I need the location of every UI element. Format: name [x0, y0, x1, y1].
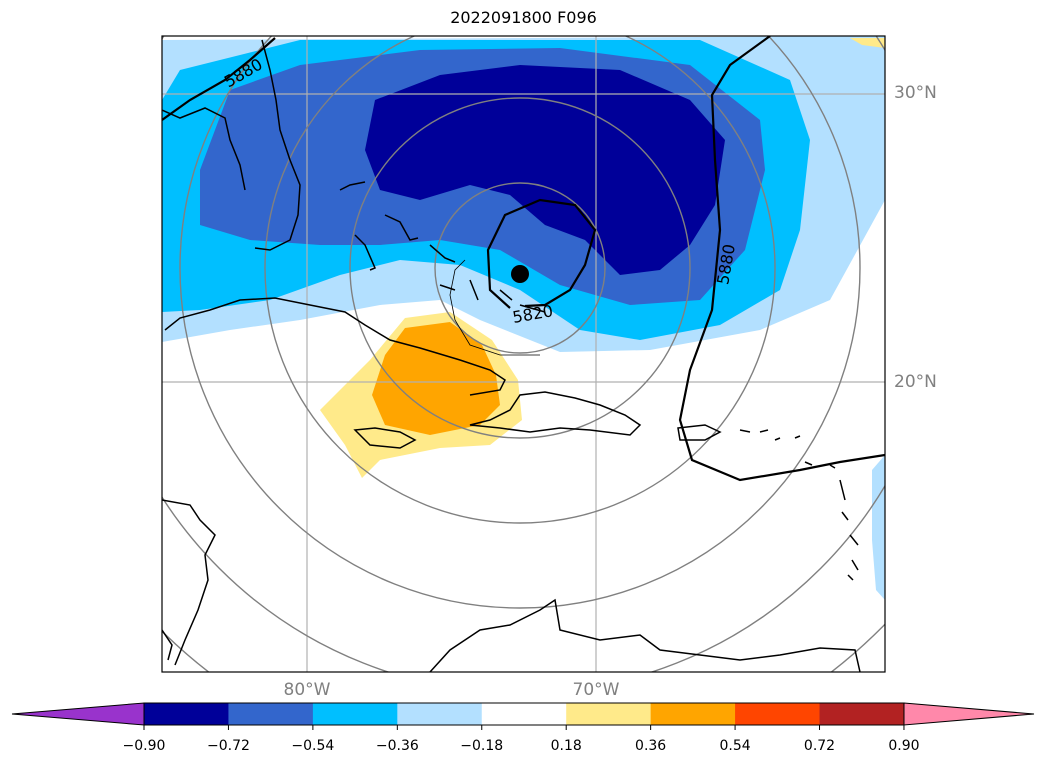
storm-center-marker — [511, 265, 529, 283]
colorbar-tick-label: −0.18 — [460, 738, 504, 754]
range-rings — [162, 36, 885, 672]
colorbar-segments — [11, 702, 1035, 730]
colorbar-segment — [819, 703, 905, 725]
colorbar-segment — [735, 703, 821, 725]
lat-label-20n: 20°N — [894, 372, 937, 392]
colorbar-segment — [228, 703, 314, 725]
map-title: 2022091800 F096 — [450, 8, 597, 27]
map-frame — [161, 35, 886, 673]
colorbar-tick-label: 0.72 — [803, 738, 836, 754]
graticule — [162, 36, 885, 672]
colorbar-extend-low — [11, 702, 145, 726]
colorbar-segment — [481, 703, 567, 725]
shade-yellow-ne — [850, 38, 885, 48]
colorbar-tick-label: 0.36 — [635, 738, 667, 754]
colorbar-tick-label: 0.90 — [888, 738, 920, 754]
lon-label-70w: 70°W — [572, 680, 620, 700]
colorbar-segment — [566, 703, 652, 725]
lon-label-80w: 80°W — [283, 680, 331, 700]
colorbar-tick-label: −0.54 — [291, 738, 335, 754]
shade-dark-blue — [365, 65, 725, 275]
lat-label-30n: 30°N — [894, 83, 937, 103]
colorbar-tick-label: −0.90 — [122, 738, 166, 754]
colorbar-segment — [144, 703, 229, 725]
coastlines — [162, 39, 861, 672]
colorbar-tick-label: −0.36 — [375, 738, 419, 754]
colorbar-tick-label: −0.72 — [206, 738, 250, 754]
colorbar-segment — [312, 703, 398, 725]
colorbar-tick-label: 0.54 — [719, 738, 751, 754]
colorbar-segment — [650, 703, 736, 725]
colorbar-outline — [143, 702, 905, 726]
height-contours — [162, 36, 885, 482]
colorbar-extend-high — [903, 702, 1035, 726]
colorbar-tick-label: 0.18 — [550, 738, 582, 754]
inner-contour — [449, 259, 540, 356]
colorbar-segment — [397, 703, 483, 725]
shade-orange — [372, 322, 500, 435]
